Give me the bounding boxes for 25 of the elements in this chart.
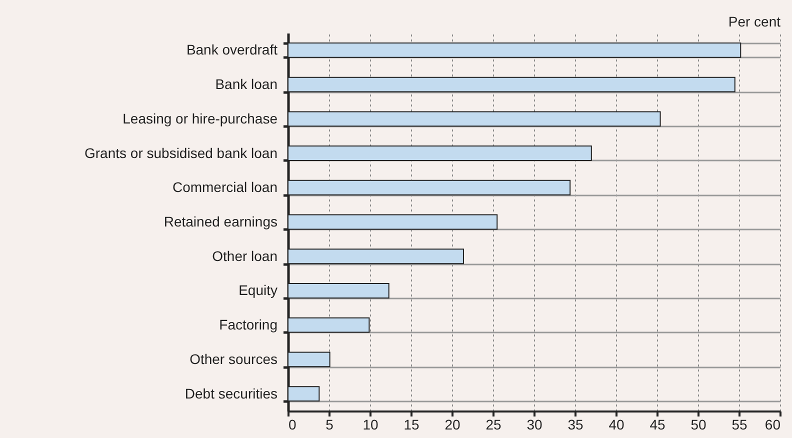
x-tick-label: 0 [288, 416, 296, 432]
y-tick-label: Other loan [212, 248, 278, 264]
x-tick-label: 55 [732, 416, 748, 432]
x-tick-label: 25 [486, 416, 502, 432]
x-tick-label: 15 [404, 416, 420, 432]
y-tick-label: Leasing or hire-purchase [122, 110, 278, 126]
x-tick-label: 60 [764, 416, 781, 432]
x-tick-label: 40 [608, 416, 624, 432]
x-tick-label: 50 [690, 416, 706, 432]
x-tick-label: 10 [362, 416, 378, 432]
y-tick-label: Grants or subsidised bank loan [84, 144, 278, 161]
y-tick-label: Other sources [190, 350, 278, 367]
y-tick-label: Equity [238, 282, 278, 298]
x-tick-label: 5 [326, 416, 334, 432]
y-tick-label: Commercial loan [172, 179, 278, 196]
y-tick-label: Debt securities [184, 385, 278, 402]
x-tick-label: 35 [568, 416, 584, 432]
x-tick-label: 30 [526, 416, 542, 432]
y-tick-label: Bank overdraft [186, 42, 278, 58]
y-tick-label: Bank loan [215, 76, 278, 92]
y-tick-label: Factoring [219, 316, 278, 333]
y-tick-label: Retained earnings [164, 214, 278, 230]
x-tick-label: 20 [444, 416, 460, 432]
x-tick-label: 45 [650, 416, 666, 432]
x-axis-title: Per cent [728, 14, 781, 30]
